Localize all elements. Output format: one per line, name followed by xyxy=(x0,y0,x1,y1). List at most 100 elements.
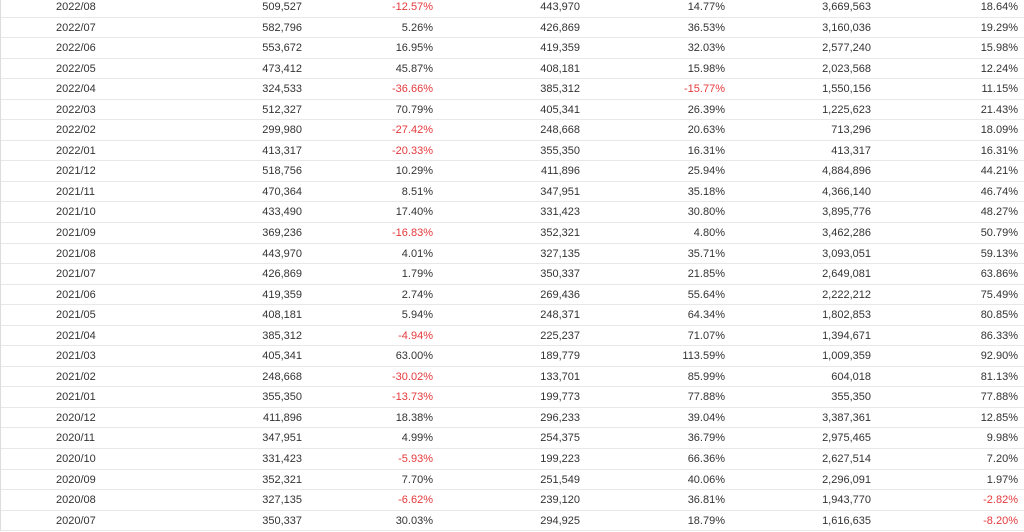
value-cell: 426,869 xyxy=(262,268,302,281)
change-cell: 63.00% xyxy=(395,350,433,363)
total-cell: 413,317 xyxy=(831,144,871,157)
change-cell: 59.13% xyxy=(980,247,1018,260)
value-cell: 248,668 xyxy=(540,124,580,137)
change-cell: 50.79% xyxy=(980,227,1018,240)
total-cell: 2,296,091 xyxy=(822,473,871,486)
change-cell: 16.31% xyxy=(687,144,725,157)
value-cell: 248,371 xyxy=(540,309,580,322)
value-cell: 239,120 xyxy=(540,494,580,507)
value-cell: 347,951 xyxy=(262,432,302,445)
table-row: 2020/07 350,337 30.03% 294,925 18.79% 1,616,6… xyxy=(1,511,1024,532)
table-row: 2020/10 331,423 -5.93% 199,223 66.36% 2,627,5… xyxy=(1,449,1024,470)
table-row: 2022/06 553,672 16.95% 419,359 32.03% 2,577,2… xyxy=(1,38,1024,59)
change-cell: 19.29% xyxy=(980,21,1018,34)
value-cell: 352,321 xyxy=(262,473,302,486)
change-cell: 8.51% xyxy=(401,185,433,198)
month-cell: 2021/10 xyxy=(56,206,96,219)
change-cell: 18.64% xyxy=(980,1,1018,13)
value-cell: 509,527 xyxy=(262,1,302,13)
value-cell: 470,364 xyxy=(262,185,302,198)
value-cell: 518,756 xyxy=(262,165,302,178)
value-cell: 324,533 xyxy=(262,83,302,96)
change-cell: 5.94% xyxy=(401,309,433,322)
change-cell: -13.73% xyxy=(392,391,433,404)
table-row: 2022/05 473,412 45.87% 408,181 15.98% 2,023,5… xyxy=(1,59,1024,80)
total-cell: 2,627,514 xyxy=(822,453,871,466)
change-cell: 21.43% xyxy=(980,103,1018,116)
change-cell: 10.29% xyxy=(395,165,433,178)
table-row: 2021/08 443,970 4.01% 327,135 35.71% 3,093,05… xyxy=(1,244,1024,265)
table-row: 2022/01 413,317 -20.33% 355,350 16.31% 413,31… xyxy=(1,141,1024,162)
change-cell: 4.80% xyxy=(693,227,725,240)
month-cell: 2021/11 xyxy=(56,185,95,198)
table-row: 2022/08 509,527 -12.57% 443,970 14.77% 3,669,… xyxy=(1,0,1024,18)
change-cell: 63.86% xyxy=(980,268,1018,281)
change-cell: -27.42% xyxy=(392,124,433,137)
month-cell: 2021/04 xyxy=(56,329,96,342)
change-cell: 9.98% xyxy=(986,432,1018,445)
total-cell: 1,943,770 xyxy=(822,494,871,507)
change-cell: -5.93% xyxy=(398,453,433,466)
total-cell: 1,009,359 xyxy=(822,350,871,363)
change-cell: 85.99% xyxy=(687,370,725,383)
value-cell: 385,312 xyxy=(540,83,580,96)
table-row: 2022/02 299,980 -27.42% 248,668 20.63% 713,29… xyxy=(1,120,1024,141)
month-cell: 2021/12 xyxy=(56,165,96,178)
change-cell: 1.79% xyxy=(401,268,433,281)
total-cell: 1,394,671 xyxy=(822,329,871,342)
change-cell: 80.85% xyxy=(980,309,1018,322)
change-cell: 45.87% xyxy=(395,62,433,75)
value-cell: 199,773 xyxy=(540,391,580,404)
table-row: 2020/09 352,321 7.70% 251,549 40.06% 2,296,09… xyxy=(1,470,1024,491)
month-cell: 2021/06 xyxy=(56,288,96,301)
change-cell: 1.97% xyxy=(986,473,1018,486)
table-row: 2021/06 419,359 2.74% 269,436 55.64% 2,222,21… xyxy=(1,285,1024,306)
total-cell: 2,975,465 xyxy=(822,432,871,445)
total-cell: 2,649,081 xyxy=(822,268,871,281)
total-cell: 2,222,212 xyxy=(822,288,871,301)
change-cell: 113.59% xyxy=(682,350,725,363)
table-row: 2021/05 408,181 5.94% 248,371 64.34% 1,802,85… xyxy=(1,305,1024,326)
month-cell: 2022/06 xyxy=(56,42,96,55)
month-cell: 2020/08 xyxy=(56,494,96,507)
change-cell: 4.01% xyxy=(401,247,433,260)
change-cell: 16.95% xyxy=(395,42,433,55)
value-cell: 433,490 xyxy=(262,206,302,219)
value-cell: 582,796 xyxy=(262,21,302,34)
total-cell: 3,669,563 xyxy=(822,1,871,13)
value-cell: 405,341 xyxy=(540,103,580,116)
change-cell: 40.06% xyxy=(687,473,725,486)
change-cell: 81.13% xyxy=(980,370,1018,383)
total-cell: 1,550,156 xyxy=(822,83,871,96)
change-cell: 77.88% xyxy=(980,391,1018,404)
total-cell: 1,802,853 xyxy=(822,309,871,322)
value-cell: 385,312 xyxy=(262,329,302,342)
value-cell: 473,412 xyxy=(262,62,302,75)
change-cell: 70.79% xyxy=(395,103,433,116)
total-cell: 3,093,051 xyxy=(822,247,871,260)
change-cell: -36.66% xyxy=(392,83,433,96)
table-row: 2022/04 324,533 -36.66% 385,312 -15.77% 1,550… xyxy=(1,79,1024,100)
month-cell: 2020/10 xyxy=(56,453,96,466)
change-cell: 36.53% xyxy=(687,21,725,34)
change-cell: -15.77% xyxy=(684,83,725,96)
change-cell: 44.21% xyxy=(980,165,1018,178)
change-cell: 71.07% xyxy=(687,329,725,342)
month-cell: 2020/11 xyxy=(56,432,95,445)
value-cell: 369,236 xyxy=(262,227,302,240)
change-cell: 46.74% xyxy=(980,185,1018,198)
total-cell: 2,023,568 xyxy=(822,62,871,75)
table-row: 2021/01 355,350 -13.73% 199,773 77.88% 355,35… xyxy=(1,387,1024,408)
change-cell: 35.18% xyxy=(687,185,725,198)
month-cell: 2021/02 xyxy=(56,370,96,383)
month-cell: 2021/05 xyxy=(56,309,96,322)
table-row: 2021/07 426,869 1.79% 350,337 21.85% 2,649,08… xyxy=(1,264,1024,285)
month-cell: 2022/05 xyxy=(56,62,96,75)
table-row: 2021/12 518,756 10.29% 411,896 25.94% 4,884,8… xyxy=(1,161,1024,182)
change-cell: 25.94% xyxy=(687,165,725,178)
change-cell: 11.15% xyxy=(981,83,1019,96)
table-row: 2020/08 327,135 -6.62% 239,120 36.81% 1,943,7… xyxy=(1,490,1024,511)
change-cell: -2.82% xyxy=(983,494,1018,507)
